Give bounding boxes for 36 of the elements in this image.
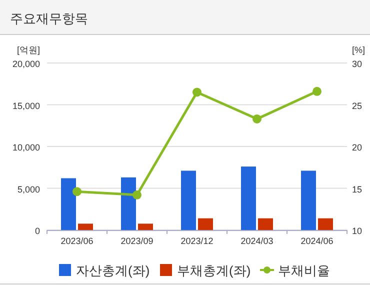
bar bbox=[181, 170, 196, 230]
bar bbox=[78, 224, 93, 230]
bar bbox=[258, 218, 273, 230]
bar bbox=[138, 224, 153, 230]
y-axis-title: [억원] bbox=[16, 45, 40, 55]
bar bbox=[121, 177, 136, 230]
y-tick-label: 15,000 bbox=[12, 100, 40, 111]
bar bbox=[301, 170, 316, 230]
y-tick-label: 0 bbox=[34, 226, 40, 236]
y-tick-label: 5,000 bbox=[17, 184, 40, 194]
x-tick-label: 2024/03 bbox=[240, 236, 274, 246]
legend-label: 자산총계(좌) bbox=[76, 263, 150, 278]
point bbox=[132, 190, 142, 200]
x-tick-label: 2024/06 bbox=[300, 236, 334, 246]
legend-label: 부채총계(좌) bbox=[177, 263, 251, 278]
y2-tick-label: 15 bbox=[352, 184, 362, 194]
x-tick-label: 2023/09 bbox=[120, 236, 154, 246]
point bbox=[72, 187, 82, 196]
point bbox=[252, 114, 262, 124]
y2-axis-title: [%] bbox=[352, 45, 366, 55]
bar bbox=[241, 166, 256, 230]
bar bbox=[198, 218, 213, 230]
y-tick-label: 20,000 bbox=[12, 59, 40, 69]
x-tick-label: 2023/06 bbox=[60, 236, 94, 246]
point bbox=[192, 88, 202, 97]
y-tick-label: 10,000 bbox=[12, 142, 40, 152]
point bbox=[312, 86, 322, 96]
x-tick-label: 2023/12 bbox=[180, 236, 214, 246]
legend-label: 부채비율 bbox=[278, 263, 330, 278]
chart-title: 주요재무항목 bbox=[10, 11, 88, 26]
y2-tick-label: 20 bbox=[352, 142, 362, 152]
bar bbox=[318, 218, 333, 230]
y2-tick-label: 10 bbox=[352, 226, 362, 236]
y2-tick-label: 25 bbox=[352, 100, 362, 111]
y2-tick-label: 30 bbox=[352, 59, 362, 69]
bar bbox=[61, 178, 76, 230]
